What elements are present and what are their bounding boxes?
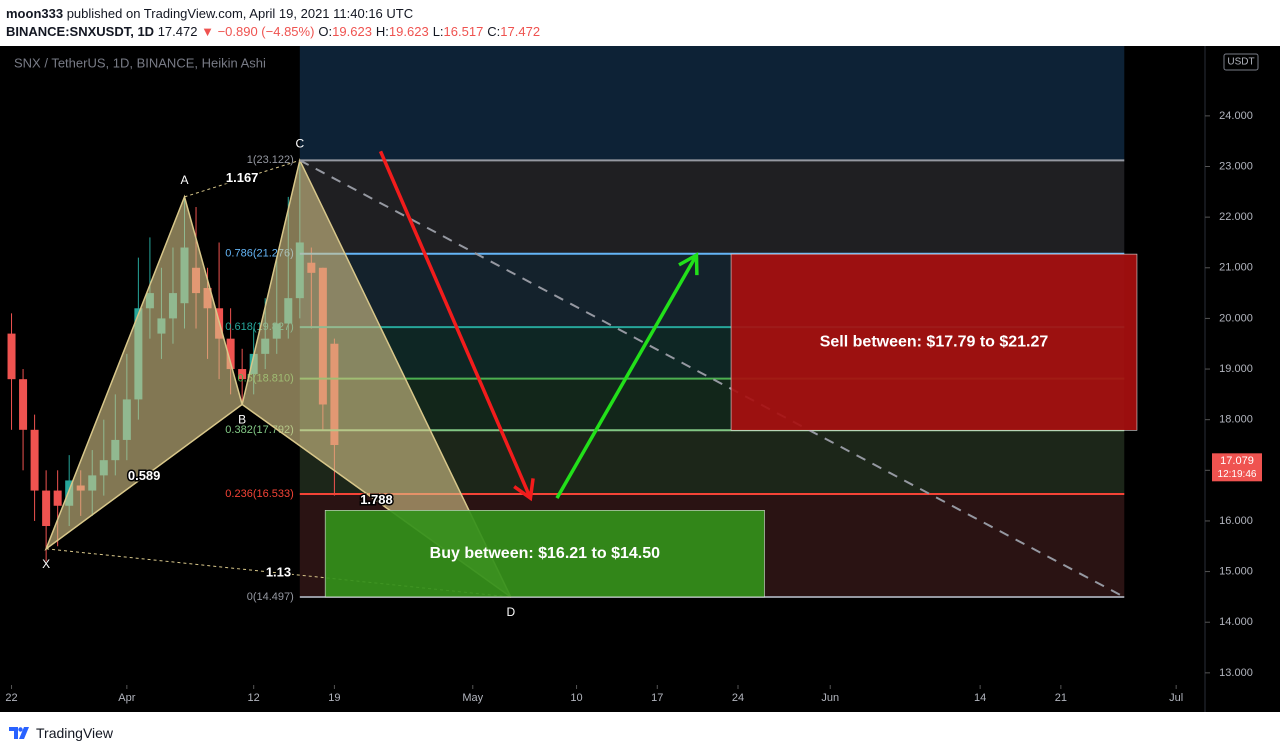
- x-tick-label: 10: [570, 692, 582, 704]
- zone-box: [730, 253, 1138, 431]
- fib-label: 0.236(16.533): [225, 488, 294, 500]
- ratio-line: [45, 404, 243, 550]
- y-tick-label: 14.000: [1219, 616, 1253, 628]
- ratio-label: 1.167: [226, 170, 259, 185]
- symbol: BINANCE:SNXUSDT, 1D: [6, 24, 155, 39]
- y-tick-label: 22.000: [1219, 211, 1253, 223]
- trend-line: [299, 159, 1125, 598]
- ohlc-value: 17.472: [500, 24, 541, 39]
- y-tick-label: 21.000: [1219, 262, 1253, 274]
- candle-body: [238, 369, 247, 380]
- x-tick-label: 12: [248, 692, 260, 704]
- y-tick-label: 19.000: [1219, 363, 1253, 375]
- pattern-point-label: A: [180, 173, 188, 187]
- pattern-point-label: X: [42, 557, 50, 571]
- candle-body: [7, 333, 16, 380]
- fib-top-region: [299, 46, 1125, 161]
- author: moon333: [6, 6, 64, 21]
- currency-badge: [1223, 53, 1259, 71]
- ratio-label: 1.788: [360, 492, 393, 507]
- zone-box: [324, 510, 765, 598]
- last-price: 17.079: [1220, 455, 1254, 467]
- ohlc-value: 19.623: [388, 24, 429, 39]
- ohlc-label: H:: [375, 24, 389, 39]
- currency: USDT: [1227, 57, 1254, 68]
- ratio-line: [241, 404, 512, 598]
- y-tick-label: 18.000: [1219, 414, 1253, 426]
- x-tick-label: Apr: [118, 692, 135, 704]
- candle-body: [226, 338, 235, 370]
- x-tick-label: 17: [651, 692, 663, 704]
- candle-body: [19, 379, 28, 430]
- ohlc-label: L:: [432, 24, 444, 39]
- brand: TradingView: [36, 724, 114, 741]
- pattern-point-label: B: [238, 413, 246, 427]
- publish-line: moon333 published on TradingView.com, Ap…: [6, 5, 1280, 23]
- x-tick-label: 21: [1055, 692, 1067, 704]
- x-tick-label: Jun: [821, 692, 839, 704]
- ratio-label: 1.13: [266, 564, 291, 579]
- chart: 1(23.122)0.786(21.276)0.618(19.827)0.5(1…: [0, 46, 1280, 712]
- ohlc-value: 16.517: [443, 24, 484, 39]
- last-price-timer: 12:19:46: [1218, 469, 1257, 480]
- arrow-head: [678, 252, 699, 276]
- y-tick-label: 20.000: [1219, 312, 1253, 324]
- legend-title: SNX / TetherUS, 1D, BINANCE, Heikin Ashi: [14, 55, 266, 70]
- zone-label: Sell between: $17.79 to $21.27: [820, 333, 1049, 350]
- pattern-point-label: C: [295, 137, 304, 151]
- y-tick-label: 23.000: [1219, 160, 1253, 172]
- ratio-label: 0.589: [128, 468, 161, 483]
- ohlc-label: C:: [487, 24, 501, 39]
- y-tick-label: 13.000: [1219, 667, 1253, 679]
- pattern-triangle: [44, 194, 244, 551]
- logo: [9, 726, 29, 739]
- price: 17.472: [157, 24, 198, 39]
- x-tick-label: Jul: [1169, 692, 1183, 704]
- symbol-line: BINANCE:SNXUSDT, 1D 17.472 ▼ −0.890 (−4.…: [6, 23, 1280, 41]
- axes: SNX / TetherUS, 1D, BINANCE, Heikin Ashi…: [5, 46, 1280, 712]
- x-tick-label: May: [462, 692, 483, 704]
- y-tick-label: 15.000: [1219, 565, 1253, 577]
- last-price-tag: [1212, 453, 1262, 482]
- x-tick-label: 19: [328, 692, 340, 704]
- pattern-triangle: [241, 158, 512, 598]
- pattern-point-label: D: [506, 605, 515, 619]
- candle-body: [30, 429, 39, 491]
- y-tick-label: 16.000: [1219, 515, 1253, 527]
- change: ▼ −0.890 (−4.85%): [201, 24, 315, 39]
- fib-band: [299, 160, 1125, 254]
- candle-body: [53, 490, 62, 506]
- ohlc-label: O:: [318, 24, 333, 39]
- ratio-line: [184, 159, 300, 198]
- arrow-head: [513, 478, 535, 502]
- fib-label: 0(14.497): [247, 591, 294, 603]
- header: moon333 published on TradingView.com, Ap…: [0, 0, 1280, 46]
- ohlc-value: 19.623: [332, 24, 372, 39]
- x-tick-label: 14: [974, 692, 986, 704]
- price-axis-bg: [1205, 46, 1280, 712]
- candle-body: [42, 490, 51, 527]
- published: published on TradingView.com, April 19, …: [66, 6, 414, 21]
- fib-label: 1(23.122): [247, 154, 294, 166]
- x-tick-label: 24: [732, 692, 744, 704]
- arrow: [555, 254, 698, 500]
- arrow: [378, 150, 533, 499]
- fib-label: 0.786(21.276): [225, 248, 294, 260]
- x-tick-label: 22: [5, 692, 17, 704]
- y-tick-label: 24.000: [1219, 110, 1253, 122]
- footer: TradingView: [0, 712, 1280, 753]
- zone-label: Buy between: $16.21 to $14.50: [430, 545, 660, 562]
